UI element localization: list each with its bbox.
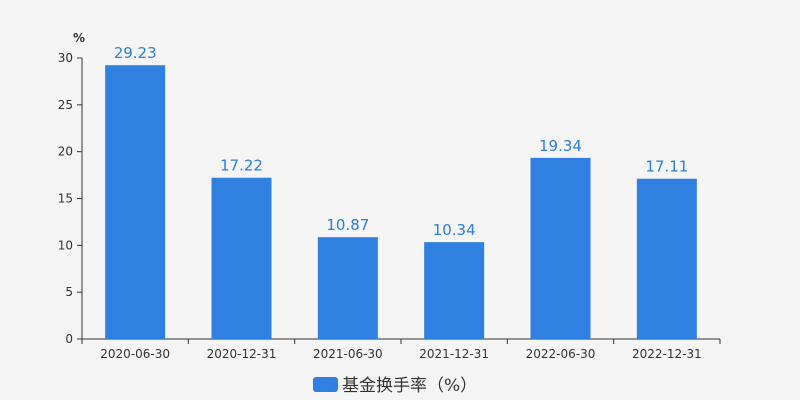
x-tick-label: 2021-06-30: [313, 347, 383, 361]
bar-value-label: 17.11: [645, 158, 688, 176]
bar[interactable]: [105, 65, 166, 339]
bar[interactable]: [317, 237, 378, 339]
y-tick-label: 15: [58, 192, 73, 206]
bar[interactable]: [530, 157, 591, 339]
legend-swatch: [313, 377, 338, 392]
legend[interactable]: 基金换手率（%）: [313, 376, 477, 396]
y-axis: 0 5 10 15 20 25 30: [58, 51, 83, 346]
y-tick-label: 10: [58, 238, 73, 252]
bars: [105, 65, 697, 339]
bar-value-label: 10.34: [433, 221, 476, 239]
bar[interactable]: [424, 242, 485, 339]
x-tick-label: 2021-12-31: [419, 347, 489, 361]
bar[interactable]: [636, 178, 697, 339]
y-tick-label: 30: [58, 51, 73, 65]
x-tick-label: 2022-06-30: [526, 347, 596, 361]
x-tick-label: 2020-06-30: [100, 347, 170, 361]
legend-label: 基金换手率（%）: [342, 376, 477, 396]
bar-value-label: 10.87: [326, 216, 369, 234]
y-tick-label: 5: [65, 285, 73, 299]
x-tick-label: 2022-12-31: [632, 347, 702, 361]
y-axis-unit-label: %: [73, 31, 85, 45]
bar-value-label: 17.22: [220, 157, 263, 175]
value-labels: 29.23 17.22 10.87 10.34 19.34 17.11: [114, 44, 689, 239]
y-tick-label: 0: [65, 332, 73, 346]
x-axis: 2020-06-30 2020-12-31 2021-06-30 2021-12-31…: [81, 338, 721, 361]
y-tick-label: 20: [58, 145, 73, 159]
y-tick-label: 25: [58, 98, 73, 112]
bar[interactable]: [211, 177, 272, 339]
x-tick-label: 2020-12-31: [207, 347, 277, 361]
bar-value-label: 29.23: [114, 44, 157, 62]
bar-value-label: 19.34: [539, 137, 582, 155]
